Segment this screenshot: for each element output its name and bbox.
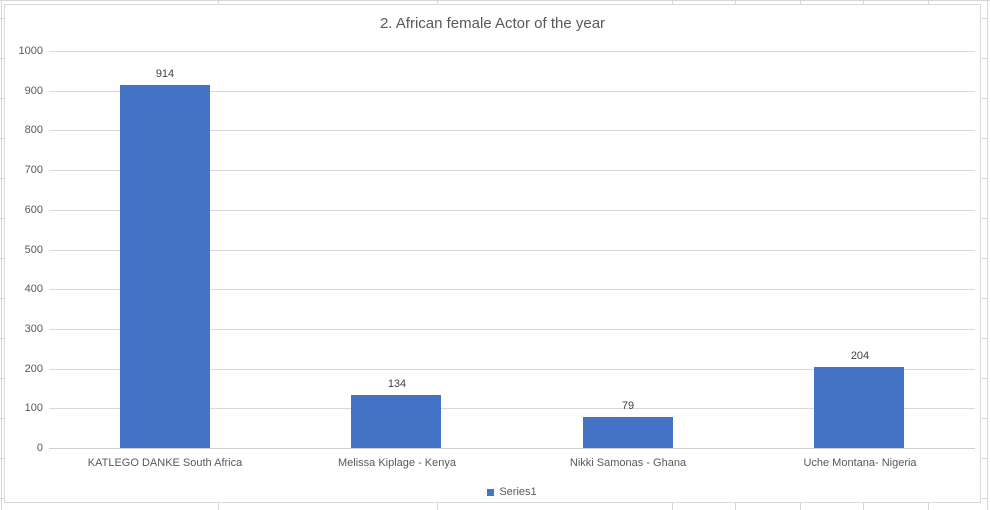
sheet-gridline <box>0 458 4 459</box>
legend-label: Series1 <box>499 486 537 498</box>
data-label: 79 <box>621 400 635 412</box>
y-tick-label: 100 <box>24 402 43 414</box>
sheet-gridline <box>1 0 2 510</box>
sheet-gridline <box>982 338 988 339</box>
y-tick-label: 400 <box>24 283 43 295</box>
sheet-gridline <box>982 98 988 99</box>
y-tick-label: 1000 <box>18 45 43 57</box>
sheet-gridline <box>982 498 988 499</box>
sheet-gridline <box>863 0 864 4</box>
y-tick-label: 900 <box>24 85 43 97</box>
gridline <box>49 91 975 92</box>
legend[interactable]: Series1 <box>49 485 975 499</box>
gridline <box>49 289 975 290</box>
sheet-gridline <box>982 418 988 419</box>
sheet-gridline <box>982 218 988 219</box>
sheet-gridline <box>437 503 438 510</box>
sheet-gridline <box>218 503 219 510</box>
sheet-gridline <box>735 0 736 4</box>
sheet-gridline <box>928 503 929 510</box>
sheet-gridline <box>0 218 4 219</box>
sheet-gridline <box>0 0 990 1</box>
bar[interactable] <box>583 417 673 448</box>
gridline <box>49 369 975 370</box>
bar[interactable] <box>120 85 210 448</box>
category-label: Melissa Kiplage - Kenya <box>337 457 456 469</box>
sheet-gridline <box>982 258 988 259</box>
sheet-gridline <box>672 503 673 510</box>
category-label: KATLEGO DANKE South Africa <box>87 457 243 469</box>
sheet-gridline <box>982 458 988 459</box>
sheet-gridline <box>928 0 929 4</box>
sheet-gridline <box>735 503 736 510</box>
gridline <box>49 250 975 251</box>
sheet-gridline <box>672 0 673 4</box>
x-axis-line <box>49 448 975 449</box>
sheet-gridline <box>0 298 4 299</box>
y-tick-label: 200 <box>24 363 43 375</box>
data-label: 204 <box>850 350 870 362</box>
sheet-gridline <box>982 178 988 179</box>
sheet-gridline <box>0 378 4 379</box>
sheet-gridline <box>0 98 4 99</box>
sheet-gridline <box>0 138 4 139</box>
gridline <box>49 408 975 409</box>
sheet-gridline <box>863 503 864 510</box>
bar[interactable] <box>814 367 904 448</box>
sheet-gridline <box>982 378 988 379</box>
category-label: Uche Montana- Nigeria <box>803 457 917 469</box>
sheet-gridline <box>0 58 4 59</box>
y-tick-label: 300 <box>24 323 43 335</box>
sheet-gridline <box>0 18 4 19</box>
sheet-gridline <box>800 0 801 4</box>
sheet-gridline <box>987 0 988 510</box>
bar[interactable] <box>351 395 441 448</box>
chart-title: 2. African female Actor of the year <box>379 15 606 32</box>
data-label: 914 <box>155 68 175 80</box>
y-tick-label: 500 <box>24 244 43 256</box>
sheet-gridline <box>0 258 4 259</box>
gridline <box>49 329 975 330</box>
sheet-gridline <box>0 178 4 179</box>
gridline <box>49 130 975 131</box>
y-tick-label: 700 <box>24 164 43 176</box>
category-label: Nikki Samonas - Ghana <box>569 457 687 469</box>
data-label: 134 <box>387 378 407 390</box>
gridline <box>49 170 975 171</box>
sheet-gridline <box>0 418 4 419</box>
sheet-gridline <box>982 138 988 139</box>
plot-area: 0 100 200 300 400 500 600 700 800 900 1000 914 KATLE… <box>19 45 975 469</box>
sheet-gridline <box>218 0 219 4</box>
legend-swatch-icon <box>487 488 495 496</box>
sheet-gridline <box>800 503 801 510</box>
y-tick-label: 0 <box>36 442 43 454</box>
gridline <box>49 51 975 52</box>
sheet-gridline <box>0 498 4 499</box>
chart-object[interactable]: 2. African female Actor of the year 0 100… <box>4 4 981 503</box>
sheet-gridline <box>982 18 988 19</box>
sheet-gridline <box>982 58 988 59</box>
gridline <box>49 210 975 211</box>
y-tick-label: 600 <box>24 204 43 216</box>
sheet-gridline <box>0 338 4 339</box>
sheet-gridline <box>982 298 988 299</box>
y-tick-label: 800 <box>24 124 43 136</box>
sheet-gridline <box>437 0 438 4</box>
